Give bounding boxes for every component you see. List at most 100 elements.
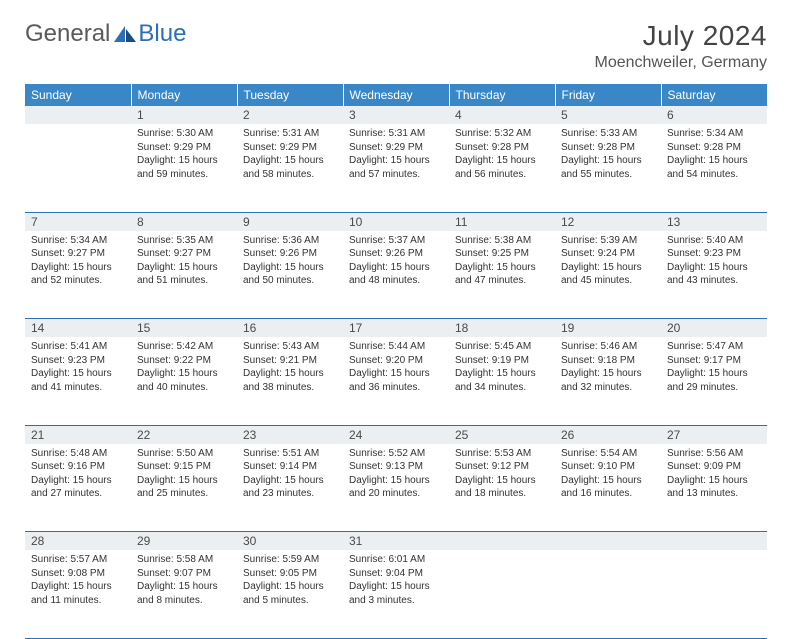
day-number-cell: 18: [449, 319, 555, 338]
sunset-text: Sunset: 9:23 PM: [31, 354, 125, 368]
day-data-cell: Sunrise: 5:41 AMSunset: 9:23 PMDaylight:…: [25, 337, 131, 425]
day-number-row: 14151617181920: [25, 319, 767, 338]
daylight-text: Daylight: 15 hours and 13 minutes.: [667, 474, 761, 501]
day-data-cell: Sunrise: 5:42 AMSunset: 9:22 PMDaylight:…: [131, 337, 237, 425]
sunrise-text: Sunrise: 5:42 AM: [137, 340, 231, 354]
sunset-text: Sunset: 9:22 PM: [137, 354, 231, 368]
sunset-text: Sunset: 9:28 PM: [561, 141, 655, 155]
daylight-text: Daylight: 15 hours and 47 minutes.: [455, 261, 549, 288]
weekday-header: Monday: [131, 84, 237, 106]
day-data-cell: Sunrise: 5:33 AMSunset: 9:28 PMDaylight:…: [555, 124, 661, 212]
sunrise-text: Sunrise: 5:57 AM: [31, 553, 125, 567]
day-data-cell: Sunrise: 5:31 AMSunset: 9:29 PMDaylight:…: [343, 124, 449, 212]
sunrise-text: Sunrise: 5:35 AM: [137, 234, 231, 248]
daylight-text: Daylight: 15 hours and 3 minutes.: [349, 580, 443, 607]
day-number-cell: 10: [343, 212, 449, 231]
daylight-text: Daylight: 15 hours and 48 minutes.: [349, 261, 443, 288]
day-data-cell: [449, 550, 555, 638]
sunset-text: Sunset: 9:14 PM: [243, 460, 337, 474]
day-number-cell: 27: [661, 425, 767, 444]
sunset-text: Sunset: 9:12 PM: [455, 460, 549, 474]
day-data-cell: Sunrise: 5:37 AMSunset: 9:26 PMDaylight:…: [343, 231, 449, 319]
day-data-row: Sunrise: 5:48 AMSunset: 9:16 PM Daylight:…: [25, 444, 767, 532]
weekday-header: Wednesday: [343, 84, 449, 106]
day-data-row: Sunrise: 5:34 AMSunset: 9:27 PMDaylight:…: [25, 231, 767, 319]
sunrise-text: Sunrise: 5:32 AM: [455, 127, 549, 141]
daylight-text: Daylight: 15 hours and 57 minutes.: [349, 154, 443, 181]
day-number-cell: 22: [131, 425, 237, 444]
sunrise-text: Sunrise: 5:47 AM: [667, 340, 761, 354]
daylight-text: Daylight: 15 hours and 56 minutes.: [455, 154, 549, 181]
daylight-text: Daylight: 15 hours and 25 minutes.: [137, 474, 231, 501]
day-data-cell: Sunrise: 5:58 AMSunset: 9:07 PMDaylight:…: [131, 550, 237, 638]
day-number-cell: 31: [343, 532, 449, 551]
day-number-cell: 8: [131, 212, 237, 231]
sunset-text: Sunset: 9:29 PM: [137, 141, 231, 155]
sunset-text: Sunset: 9:13 PM: [349, 460, 443, 474]
sunset-text: Sunset: 9:29 PM: [349, 141, 443, 155]
day-number-cell: 13: [661, 212, 767, 231]
daylight-text: Daylight: 15 hours and 11 minutes.: [31, 580, 125, 607]
day-data-cell: Sunrise: 5:35 AMSunset: 9:27 PMDaylight:…: [131, 231, 237, 319]
day-data-cell: Sunrise: 5:51 AMSunset: 9:14 PMDaylight:…: [237, 444, 343, 532]
day-data-row: Sunrise: 5:41 AMSunset: 9:23 PMDaylight:…: [25, 337, 767, 425]
weekday-header-row: SundayMondayTuesdayWednesdayThursdayFrid…: [25, 84, 767, 106]
day-data-cell: Sunrise: 5:50 AMSunset: 9:15 PMDaylight:…: [131, 444, 237, 532]
sunrise-text: Sunrise: 5:48 AM: [31, 447, 125, 461]
daylight-text: Daylight: 15 hours and 32 minutes.: [561, 367, 655, 394]
day-number-cell: 16: [237, 319, 343, 338]
day-data-cell: Sunrise: 5:47 AMSunset: 9:17 PMDaylight:…: [661, 337, 767, 425]
location: Moenchweiler, Germany: [594, 54, 767, 72]
daylight-text: Daylight: 15 hours and 54 minutes.: [667, 154, 761, 181]
day-number-cell: 14: [25, 319, 131, 338]
sunset-text: Sunset: 9:27 PM: [137, 247, 231, 261]
sunset-text: Sunset: 9:26 PM: [243, 247, 337, 261]
daylight-text: Daylight: 15 hours and 34 minutes.: [455, 367, 549, 394]
day-number-cell: 11: [449, 212, 555, 231]
day-number-cell: 1: [131, 106, 237, 124]
day-number-cell: 3: [343, 106, 449, 124]
sunrise-text: Sunrise: 5:34 AM: [31, 234, 125, 248]
day-data-cell: Sunrise: 6:01 AMSunset: 9:04 PMDaylight:…: [343, 550, 449, 638]
day-number-cell: 9: [237, 212, 343, 231]
day-number-row: 28293031: [25, 532, 767, 551]
daylight-text: Daylight: 15 hours and 18 minutes.: [455, 474, 549, 501]
day-number-cell: 28: [25, 532, 131, 551]
sunset-text: Sunset: 9:15 PM: [137, 460, 231, 474]
sunset-text: Sunset: 9:21 PM: [243, 354, 337, 368]
day-data-cell: Sunrise: 5:43 AMSunset: 9:21 PMDaylight:…: [237, 337, 343, 425]
sunset-text: Sunset: 9:25 PM: [455, 247, 549, 261]
sunset-text: Sunset: 9:08 PM: [31, 567, 125, 581]
sunset-text: Sunset: 9:16 PM: [31, 460, 125, 474]
sunrise-text: Sunrise: 5:58 AM: [137, 553, 231, 567]
sunset-text: Sunset: 9:27 PM: [31, 247, 125, 261]
day-data-cell: Sunrise: 5:45 AMSunset: 9:19 PMDaylight:…: [449, 337, 555, 425]
day-number-cell: 5: [555, 106, 661, 124]
sunrise-text: Sunrise: 5:45 AM: [455, 340, 549, 354]
daylight-text: Daylight: 15 hours and 38 minutes.: [243, 367, 337, 394]
day-data-row: Sunrise: 5:30 AMSunset: 9:29 PMDaylight:…: [25, 124, 767, 212]
logo-text-blue: Blue: [138, 20, 186, 48]
sunrise-text: Sunrise: 5:39 AM: [561, 234, 655, 248]
day-data-cell: Sunrise: 5:31 AMSunset: 9:29 PMDaylight:…: [237, 124, 343, 212]
sunset-text: Sunset: 9:29 PM: [243, 141, 337, 155]
day-number-cell: [449, 532, 555, 551]
daylight-text: Daylight: 15 hours and 36 minutes.: [349, 367, 443, 394]
day-data-cell: Sunrise: 5:32 AMSunset: 9:28 PMDaylight:…: [449, 124, 555, 212]
sunset-text: Sunset: 9:04 PM: [349, 567, 443, 581]
day-data-cell: Sunrise: 5:57 AMSunset: 9:08 PMDaylight:…: [25, 550, 131, 638]
sunrise-text: Sunrise: 5:34 AM: [667, 127, 761, 141]
day-number-cell: 24: [343, 425, 449, 444]
daylight-text: Daylight: 15 hours and 52 minutes.: [31, 261, 125, 288]
day-number-row: 123456: [25, 106, 767, 124]
day-number-cell: 19: [555, 319, 661, 338]
day-data-cell: Sunrise: 5:48 AMSunset: 9:16 PMDaylight:…: [25, 444, 131, 532]
sunrise-text: Sunrise: 5:50 AM: [137, 447, 231, 461]
day-data-cell: Sunrise: 5:40 AMSunset: 9:23 PMDaylight:…: [661, 231, 767, 319]
daylight-text: Daylight: 15 hours and 45 minutes.: [561, 261, 655, 288]
sunrise-text: Sunrise: 6:01 AM: [349, 553, 443, 567]
sunrise-text: Sunrise: 5:44 AM: [349, 340, 443, 354]
day-number-cell: 15: [131, 319, 237, 338]
day-data-cell: Sunrise: 5:44 AMSunset: 9:20 PMDaylight:…: [343, 337, 449, 425]
sunset-text: Sunset: 9:07 PM: [137, 567, 231, 581]
